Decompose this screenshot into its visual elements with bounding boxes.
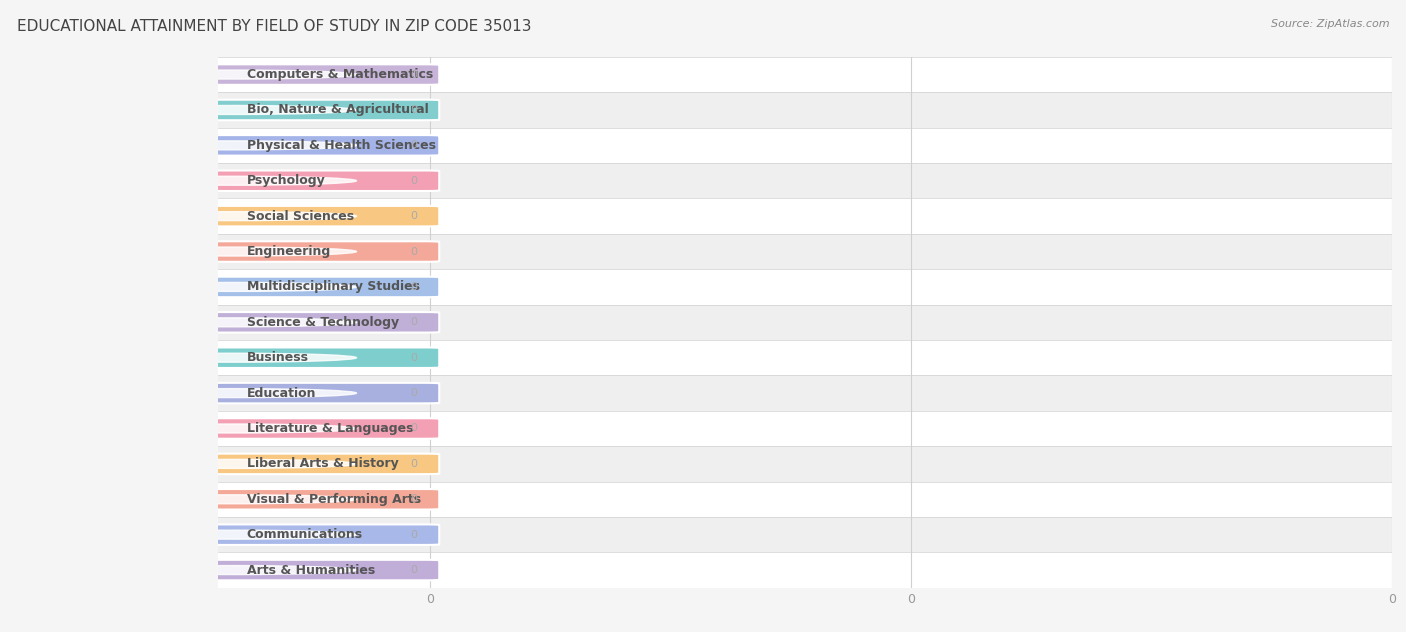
FancyBboxPatch shape xyxy=(208,100,439,120)
FancyBboxPatch shape xyxy=(208,525,439,545)
Text: 0: 0 xyxy=(411,282,418,292)
FancyBboxPatch shape xyxy=(208,489,439,509)
Text: 0: 0 xyxy=(411,423,418,434)
Text: 0: 0 xyxy=(411,317,418,327)
Text: 0: 0 xyxy=(411,70,418,80)
Text: Engineering: Engineering xyxy=(247,245,330,258)
Text: Education: Education xyxy=(247,387,316,399)
Circle shape xyxy=(112,176,357,185)
FancyBboxPatch shape xyxy=(218,163,1392,198)
FancyBboxPatch shape xyxy=(218,305,1392,340)
FancyBboxPatch shape xyxy=(218,482,1392,517)
FancyBboxPatch shape xyxy=(218,92,1392,128)
Circle shape xyxy=(112,459,357,468)
FancyBboxPatch shape xyxy=(208,312,439,332)
Text: Communications: Communications xyxy=(247,528,363,541)
Text: Physical & Health Sciences: Physical & Health Sciences xyxy=(247,139,436,152)
Text: Arts & Humanities: Arts & Humanities xyxy=(247,564,375,576)
Circle shape xyxy=(112,530,357,539)
Text: 0: 0 xyxy=(411,530,418,540)
Text: 0: 0 xyxy=(411,140,418,150)
FancyBboxPatch shape xyxy=(208,241,439,262)
Text: 0: 0 xyxy=(411,494,418,504)
FancyBboxPatch shape xyxy=(208,171,439,191)
FancyBboxPatch shape xyxy=(218,340,1392,375)
Circle shape xyxy=(112,566,357,574)
Circle shape xyxy=(112,70,357,79)
Text: 0: 0 xyxy=(411,353,418,363)
Text: 0: 0 xyxy=(411,388,418,398)
Circle shape xyxy=(112,318,357,327)
Text: 0: 0 xyxy=(411,246,418,257)
Text: Visual & Performing Arts: Visual & Performing Arts xyxy=(247,493,420,506)
Text: 0: 0 xyxy=(411,565,418,575)
Text: Source: ZipAtlas.com: Source: ZipAtlas.com xyxy=(1271,19,1389,29)
FancyBboxPatch shape xyxy=(218,57,1392,92)
Text: Computers & Mathematics: Computers & Mathematics xyxy=(247,68,433,81)
FancyBboxPatch shape xyxy=(208,135,439,155)
Text: Bio, Nature & Agricultural: Bio, Nature & Agricultural xyxy=(247,104,429,116)
Text: Liberal Arts & History: Liberal Arts & History xyxy=(247,458,398,470)
FancyBboxPatch shape xyxy=(208,64,439,85)
FancyBboxPatch shape xyxy=(208,454,439,474)
Text: Science & Technology: Science & Technology xyxy=(247,316,399,329)
Text: Social Sciences: Social Sciences xyxy=(247,210,354,222)
Circle shape xyxy=(112,283,357,291)
Circle shape xyxy=(112,141,357,150)
FancyBboxPatch shape xyxy=(208,383,439,403)
FancyBboxPatch shape xyxy=(208,418,439,439)
Text: 0: 0 xyxy=(411,211,418,221)
FancyBboxPatch shape xyxy=(218,234,1392,269)
FancyBboxPatch shape xyxy=(218,552,1392,588)
Circle shape xyxy=(112,247,357,256)
Text: Multidisciplinary Studies: Multidisciplinary Studies xyxy=(247,281,420,293)
Circle shape xyxy=(112,389,357,398)
FancyBboxPatch shape xyxy=(218,446,1392,482)
FancyBboxPatch shape xyxy=(218,411,1392,446)
Circle shape xyxy=(112,424,357,433)
Text: 0: 0 xyxy=(411,105,418,115)
Circle shape xyxy=(112,495,357,504)
Circle shape xyxy=(112,212,357,221)
FancyBboxPatch shape xyxy=(218,517,1392,552)
Circle shape xyxy=(112,106,357,114)
Text: Psychology: Psychology xyxy=(247,174,326,187)
Text: 0: 0 xyxy=(411,176,418,186)
FancyBboxPatch shape xyxy=(218,269,1392,305)
Text: Business: Business xyxy=(247,351,309,364)
FancyBboxPatch shape xyxy=(218,375,1392,411)
Circle shape xyxy=(112,353,357,362)
Text: EDUCATIONAL ATTAINMENT BY FIELD OF STUDY IN ZIP CODE 35013: EDUCATIONAL ATTAINMENT BY FIELD OF STUDY… xyxy=(17,19,531,34)
Text: Literature & Languages: Literature & Languages xyxy=(247,422,413,435)
FancyBboxPatch shape xyxy=(208,560,439,580)
FancyBboxPatch shape xyxy=(218,128,1392,163)
FancyBboxPatch shape xyxy=(208,348,439,368)
FancyBboxPatch shape xyxy=(218,198,1392,234)
Text: 0: 0 xyxy=(411,459,418,469)
FancyBboxPatch shape xyxy=(208,206,439,226)
FancyBboxPatch shape xyxy=(208,277,439,297)
